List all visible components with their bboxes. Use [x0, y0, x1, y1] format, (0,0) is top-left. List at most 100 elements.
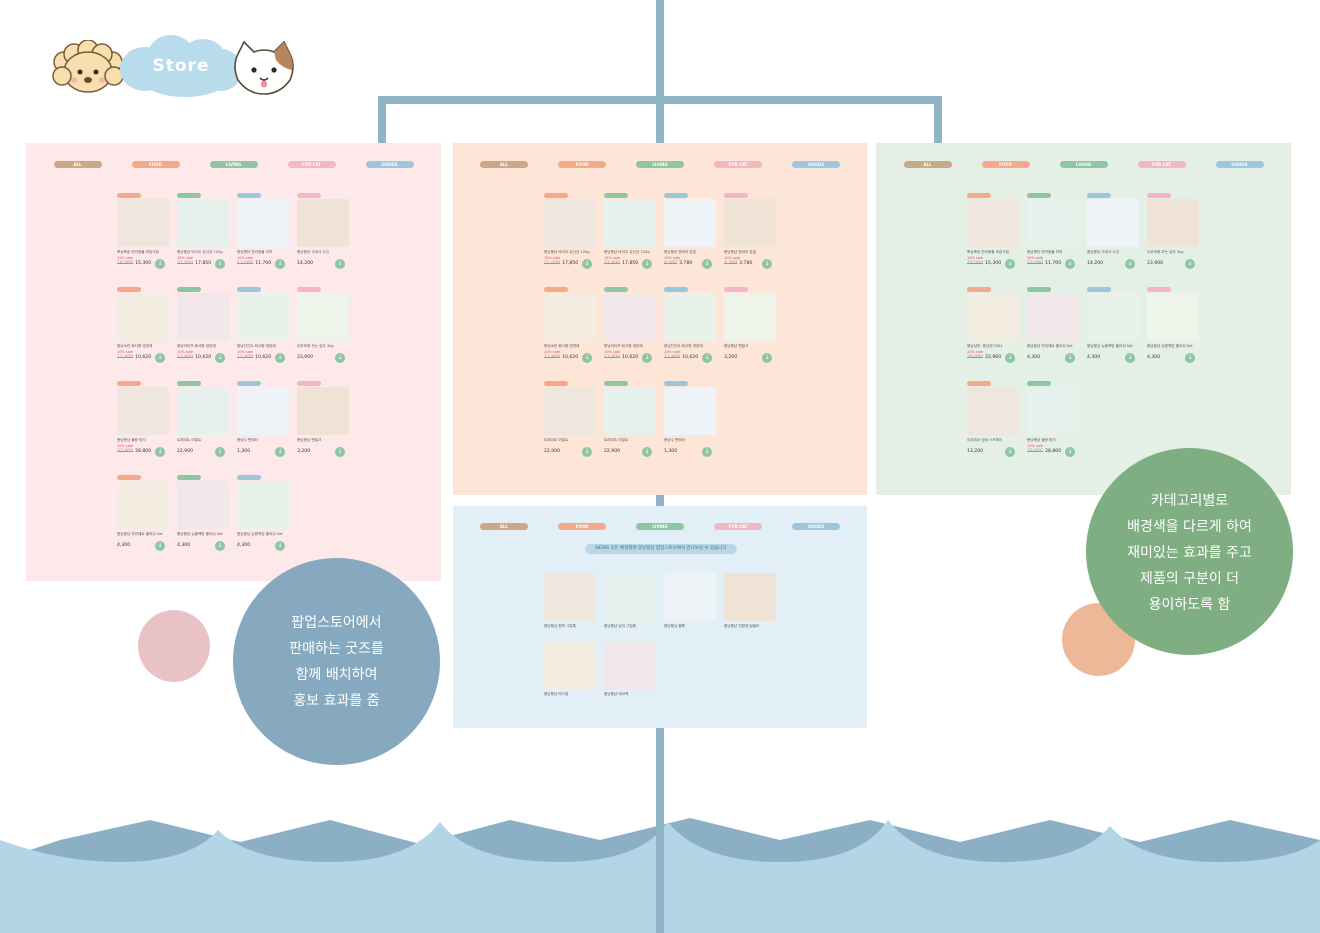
product-image[interactable] — [177, 387, 229, 435]
product-name[interactable]: 이지워셔 냄새 스프레이 — [967, 438, 1003, 442]
product-image[interactable] — [664, 293, 716, 341]
product-name[interactable]: 몽냥몽냥 볼펜 — [664, 624, 685, 628]
product-image[interactable] — [117, 199, 169, 247]
cart-icon[interactable]: ↓ — [1065, 353, 1075, 363]
product-image[interactable] — [604, 387, 656, 435]
product-image[interactable] — [177, 481, 229, 529]
product-image[interactable] — [544, 641, 596, 689]
category-tab-all[interactable]: ALL — [480, 161, 528, 168]
product-card[interactable]: 몽냥몽냥 머그컵 — [544, 641, 596, 713]
category-tab-goods[interactable]: GOODS — [365, 161, 414, 168]
product-card[interactable]: 몽냥수 펫워터 1,300 ↓ — [664, 381, 716, 459]
product-image[interactable] — [724, 573, 776, 621]
product-name[interactable]: 몽냥몽냥 블랑 방석 — [1027, 438, 1056, 442]
cart-icon[interactable]: ↓ — [702, 447, 712, 457]
product-name[interactable]: 몽냥몽냥 펫밀크 — [724, 344, 749, 348]
product-image[interactable] — [604, 293, 656, 341]
product-image[interactable] — [297, 199, 349, 247]
product-image[interactable] — [544, 573, 596, 621]
product-image[interactable] — [117, 293, 169, 341]
product-card[interactable]: 뽀송뽀송 반려동물 보습크림 15% sale 18,000 15,300 ↓ — [967, 193, 1019, 271]
product-name[interactable]: 몽냥몽냥 자미에로 플러쉬 Set — [1027, 344, 1073, 348]
cart-icon[interactable]: ↓ — [335, 259, 345, 269]
product-card[interactable]: 트레이트 어덜트 22,900 ↓ — [177, 381, 229, 459]
product-card[interactable]: 몽냥몽냥 밤바라 분말 10% sale 4,200 3,780 ↓ — [664, 193, 716, 271]
product-card[interactable]: 몽냥진진트 회사형 영양제 10% sale 11,800 10,620 ↓ — [664, 287, 716, 365]
product-name[interactable]: 두부모래 자는 입자 3kg — [1147, 250, 1184, 254]
product-name[interactable]: 몽냥몽냥 밤바라 분말 — [664, 250, 697, 254]
product-card[interactable]: 몽냥몽냥 에코백 — [604, 641, 656, 713]
product-image[interactable] — [1087, 199, 1139, 247]
product-name[interactable]: 몽냥몽냥 블랑 방석 — [117, 438, 146, 442]
cart-icon[interactable]: ↓ — [155, 353, 165, 363]
product-name[interactable]: 몽냥몽냥 바이오 유산균 120g — [544, 250, 590, 254]
category-tab-food[interactable]: FOOD — [981, 161, 1030, 168]
product-name[interactable]: 몽냥샴푸, 몽냥컨디셔너 — [967, 344, 1003, 348]
product-image[interactable] — [544, 387, 596, 435]
product-image[interactable] — [237, 387, 289, 435]
product-card[interactable]: 몽냥몽냥 뉴블랙밤 플러쉬 Set 4,300 ↓ — [1087, 287, 1139, 365]
cart-icon[interactable]: ↓ — [1185, 353, 1195, 363]
category-tab-goods[interactable]: GOODS — [792, 161, 840, 168]
product-image[interactable] — [117, 481, 169, 529]
product-card[interactable]: 몽냥몽냥 바이오 유산균 120g 15% sale 21,000 17,850 ↓ — [544, 193, 596, 271]
product-name[interactable]: 몽냥몽냥 원목 그립톡 — [544, 624, 577, 628]
product-name[interactable]: 몽냥몽냥 친환경 텀블러 — [724, 624, 760, 628]
product-card[interactable]: 몽냥몽냥 블랑 방석 10% sale 32,000 28,800 ↓ — [1027, 381, 1079, 459]
cart-icon[interactable]: ↓ — [1005, 353, 1015, 363]
cart-icon[interactable]: ↓ — [702, 353, 712, 363]
category-tab-all[interactable]: ALL — [53, 161, 102, 168]
product-name[interactable]: 몽냥몽냥 극세사 수건 — [1087, 250, 1120, 254]
product-card[interactable]: 몽냥라이프 회사형 영양제 10% sale 11,800 10,620 ↓ — [177, 287, 229, 365]
product-image[interactable] — [297, 387, 349, 435]
product-name[interactable]: 트레이트 어덜트 — [604, 438, 629, 442]
product-card[interactable]: 두부모래 자는 입자 3kg 23,900 ↓ — [297, 287, 349, 365]
cart-icon[interactable]: ↓ — [215, 353, 225, 363]
product-image[interactable] — [1087, 293, 1139, 341]
cart-icon[interactable]: ↓ — [1185, 259, 1195, 269]
product-name[interactable]: 몽냥진진트 회사형 영양제 — [664, 344, 703, 348]
news-banner[interactable]: NEWS 모든 배경화면 몽냥몽냥 팝업스토어에서 만나보실 수 있습니다 — [585, 544, 737, 554]
product-image[interactable] — [967, 387, 1019, 435]
product-image[interactable] — [544, 199, 596, 247]
cart-icon[interactable]: ↓ — [582, 353, 592, 363]
product-name[interactable]: 뽀송뽀송 반려동물 보습크림 — [967, 250, 1009, 254]
cart-icon[interactable]: ↓ — [642, 447, 652, 457]
category-tab-for-cat[interactable]: FOR CAT — [1137, 161, 1186, 168]
cart-icon[interactable]: ↓ — [275, 541, 285, 551]
product-name[interactable]: 몽냥수 펫워터 — [237, 438, 258, 442]
cart-icon[interactable]: ↓ — [1125, 259, 1135, 269]
product-name[interactable]: 몽냥몽냥 펫밀크 — [297, 438, 322, 442]
product-card[interactable]: 몽냥몽냥 볼펜 — [664, 573, 716, 645]
category-tab-goods[interactable]: GOODS — [792, 523, 840, 530]
product-image[interactable] — [1147, 199, 1199, 247]
product-card[interactable]: 몽냥몽냥 펫밀크 3,200 ↓ — [724, 287, 776, 365]
category-tab-for-cat[interactable]: FOR CAT — [714, 161, 762, 168]
cart-icon[interactable]: ↓ — [762, 259, 772, 269]
product-image[interactable] — [544, 293, 596, 341]
product-image[interactable] — [604, 199, 656, 247]
cart-icon[interactable]: ↓ — [582, 447, 592, 457]
product-image[interactable] — [1027, 293, 1079, 341]
product-image[interactable] — [1027, 199, 1079, 247]
product-name[interactable]: 몽냥몽냥 머그컵 — [544, 692, 569, 696]
product-name[interactable]: 몽냥라이프 회사형 영양제 — [604, 344, 643, 348]
cart-icon[interactable]: ↓ — [642, 259, 652, 269]
product-card[interactable]: 몽냥몽냥 손팡백업 플러쉬 Set 4,300 ↓ — [237, 475, 289, 553]
cart-icon[interactable]: ↓ — [275, 259, 285, 269]
product-image[interactable] — [237, 293, 289, 341]
category-tab-all[interactable]: ALL — [903, 161, 952, 168]
product-name[interactable]: 뽀송뽀송 반려동물 보습크림 — [117, 250, 159, 254]
product-card[interactable]: 몽냥수 펫워터 1,300 ↓ — [237, 381, 289, 459]
product-name[interactable]: 몽냥몽냥 뉴블랙밤 플러쉬 Set — [177, 532, 223, 536]
category-tab-all[interactable]: ALL — [480, 523, 528, 530]
product-card[interactable]: 트레이트 어덜트 22,900 ↓ — [544, 381, 596, 459]
product-image[interactable] — [1027, 387, 1079, 435]
cart-icon[interactable]: ↓ — [762, 353, 772, 363]
cart-icon[interactable]: ↓ — [702, 259, 712, 269]
product-card[interactable]: 이지워셔 냄새 스프레이 13,200 ↓ — [967, 381, 1019, 459]
category-tab-living[interactable]: LIVING — [636, 523, 684, 530]
product-image[interactable] — [664, 573, 716, 621]
cart-icon[interactable]: ↓ — [215, 447, 225, 457]
product-card[interactable]: 몽냥몽냥 블랑 방석 10% sale 32,000 28,800 ↓ — [117, 381, 169, 459]
